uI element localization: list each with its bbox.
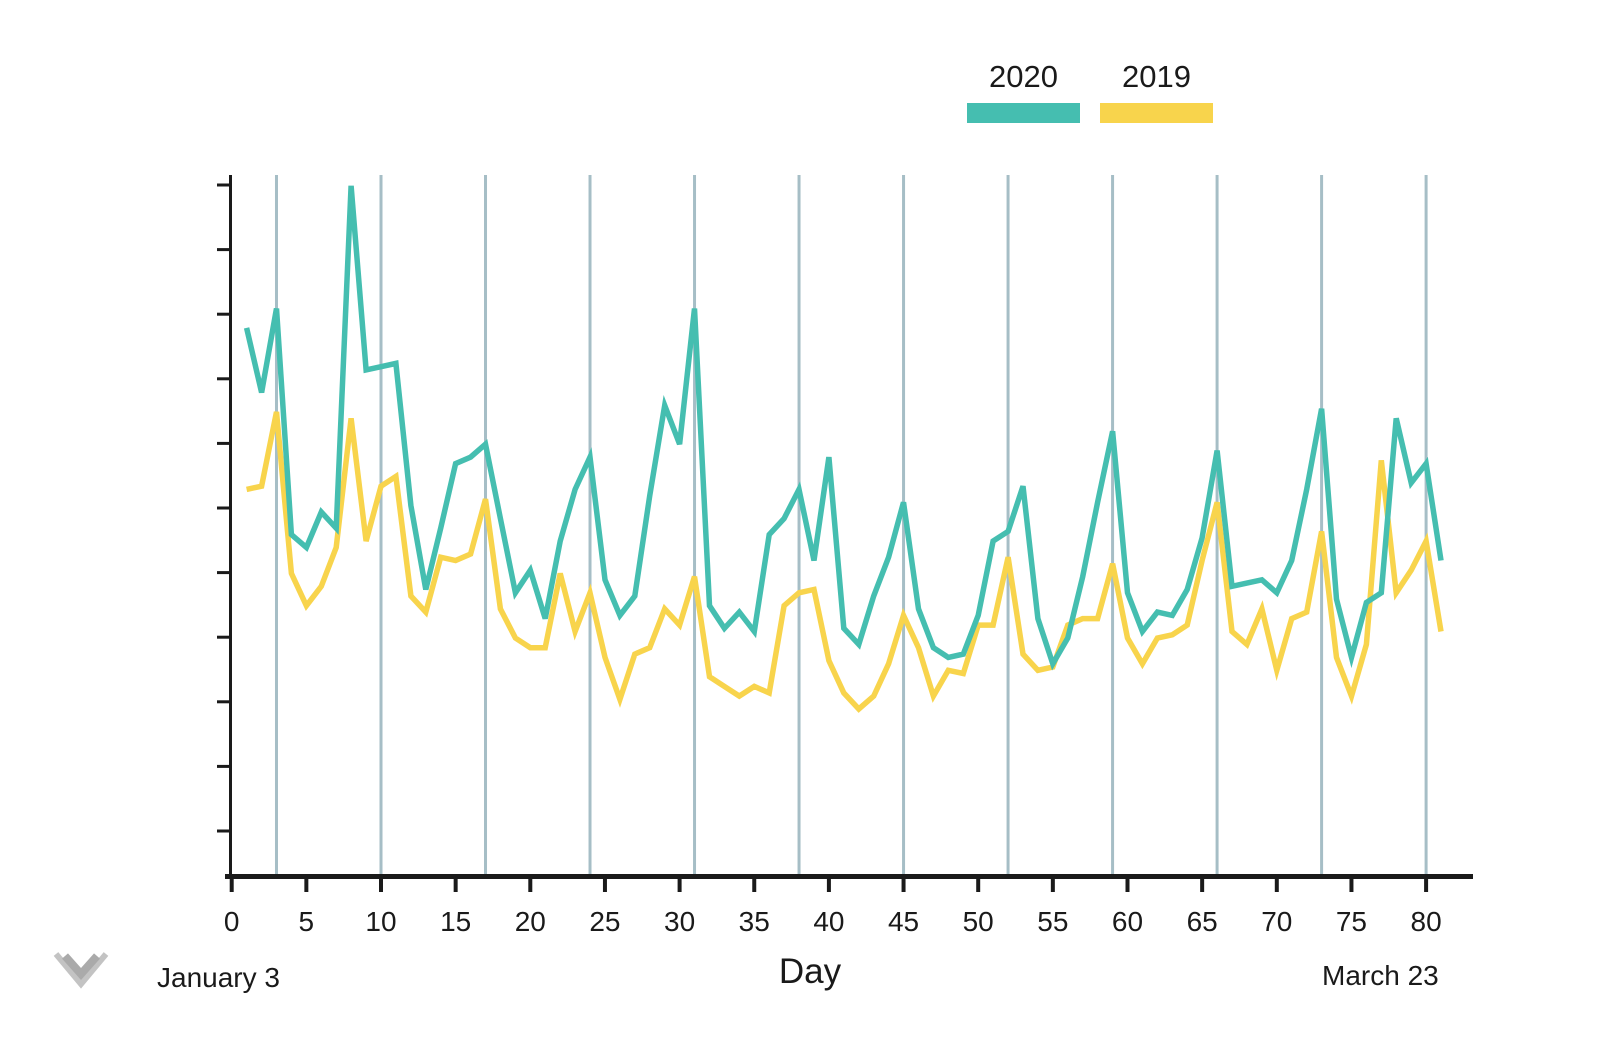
series-line-2019 [246,411,1444,713]
x-axis-tick-label: 25 [589,906,620,937]
x-axis-start-date-annotation: January 3 [157,962,280,993]
x-axis-tick-label: 20 [515,906,546,937]
x-axis-tick-label: 15 [440,906,471,937]
x-axis-tick-label: 35 [739,906,770,937]
double-chevron-down-icon [53,952,109,989]
legend-label-2019: 2019 [1122,59,1191,94]
series-line-2020 [243,185,1444,671]
x-axis-title: Day [778,952,842,991]
x-axis-end-date-annotation: March 23 [1322,960,1439,991]
x-axis-tick-label: 0 [224,906,240,937]
x-axis-tick-label: 75 [1336,906,1367,937]
x-axis-tick-label: 40 [813,906,844,937]
x-axis-tick-label: 5 [299,906,315,937]
x-axis-tick-label: 80 [1411,906,1442,937]
x-axis-tick-label: 10 [365,906,396,937]
legend-swatch-2020-icon [967,103,1080,123]
chart-legend: 2020 2019 [967,60,1213,123]
x-axis-tick-label: 30 [664,906,695,937]
legend-label-2020: 2020 [989,59,1058,94]
legend-swatch-2019-icon [1100,103,1213,123]
legend-item-2020: 2020 [967,60,1080,123]
x-axis-tick-label: 60 [1112,906,1143,937]
legend-item-2019: 2019 [1100,60,1213,123]
x-axis-tick-label: 55 [1037,906,1068,937]
x-axis-tick-label: 50 [963,906,994,937]
x-axis-tick-label: 70 [1261,906,1292,937]
x-axis-tick-label: 65 [1187,906,1218,937]
x-axis-tick-label: 45 [888,906,919,937]
